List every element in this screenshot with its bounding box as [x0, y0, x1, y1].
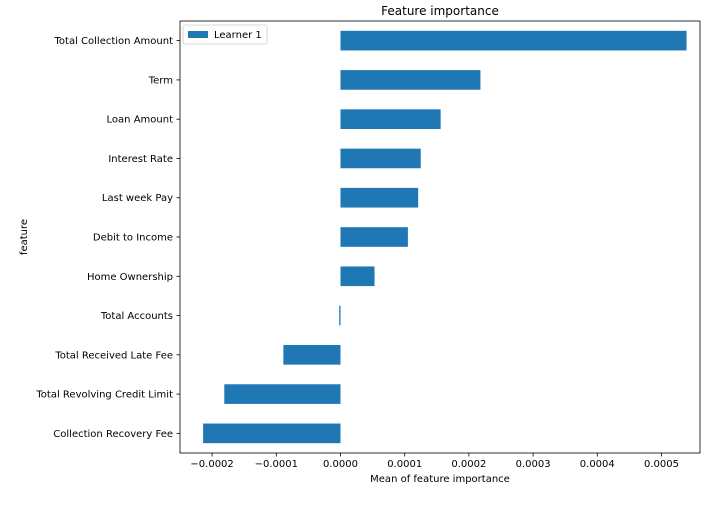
y-tick-label: Collection Recovery Fee: [53, 429, 173, 440]
x-tick-label: 0.0001: [387, 459, 422, 470]
bar-total-received-late-fee: [283, 345, 341, 365]
bar-debit-to-income: [340, 227, 408, 247]
legend-swatch: [188, 31, 208, 38]
bar-loan-amount: [340, 109, 441, 129]
x-tick-label: 0.0000: [323, 459, 358, 470]
x-tick-label: 0.0004: [580, 459, 615, 470]
y-tick-label: Loan Amount: [107, 115, 174, 126]
y-axis-title: feature: [19, 219, 30, 255]
x-axis: −0.0002 −0.0001 0.0000 0.0001 0.0002 0.0003 0.…: [190, 453, 679, 470]
bar-last-week-pay: [340, 187, 419, 208]
y-tick-label: Total Accounts: [100, 311, 173, 322]
y-tick-label: Home Ownership: [87, 272, 173, 283]
x-axis-title: Mean of feature importance: [370, 474, 510, 485]
legend-box: [182, 24, 268, 45]
y-axis: Total Collection Amount Term Loan Amount In…: [35, 36, 180, 440]
bar-total-accounts: [339, 305, 341, 326]
bars-layer: [203, 30, 687, 444]
y-tick-label: Debit to Income: [93, 233, 173, 244]
bar-interest-rate: [340, 148, 421, 169]
x-tick-label: −0.0002: [190, 459, 233, 470]
y-tick-label: Last week Pay: [102, 193, 173, 204]
y-tick-label: Term: [148, 75, 173, 86]
y-tick-label: Interest Rate: [108, 154, 173, 165]
y-tick-label: Total Collection Amount: [54, 36, 174, 47]
x-tick-label: −0.0001: [255, 459, 298, 470]
bar-total-collection-amount: [340, 30, 687, 51]
legend-label: Learner 1: [214, 30, 262, 41]
x-tick-label: 0.0002: [451, 459, 486, 470]
y-tick-label: Total Revolving Credit Limit: [35, 390, 173, 401]
x-tick-label: 0.0005: [644, 459, 679, 470]
legend: Learner 1: [182, 24, 268, 45]
bar-home-ownership: [340, 266, 375, 287]
bar-term: [340, 70, 481, 90]
bar-collection-recovery-fee: [203, 423, 341, 444]
y-tick-label: Total Received Late Fee: [54, 350, 173, 361]
chart-title: Feature importance: [381, 4, 499, 18]
x-tick-label: 0.0003: [516, 459, 551, 470]
bar-total-revolving-credit-limit: [224, 384, 341, 404]
